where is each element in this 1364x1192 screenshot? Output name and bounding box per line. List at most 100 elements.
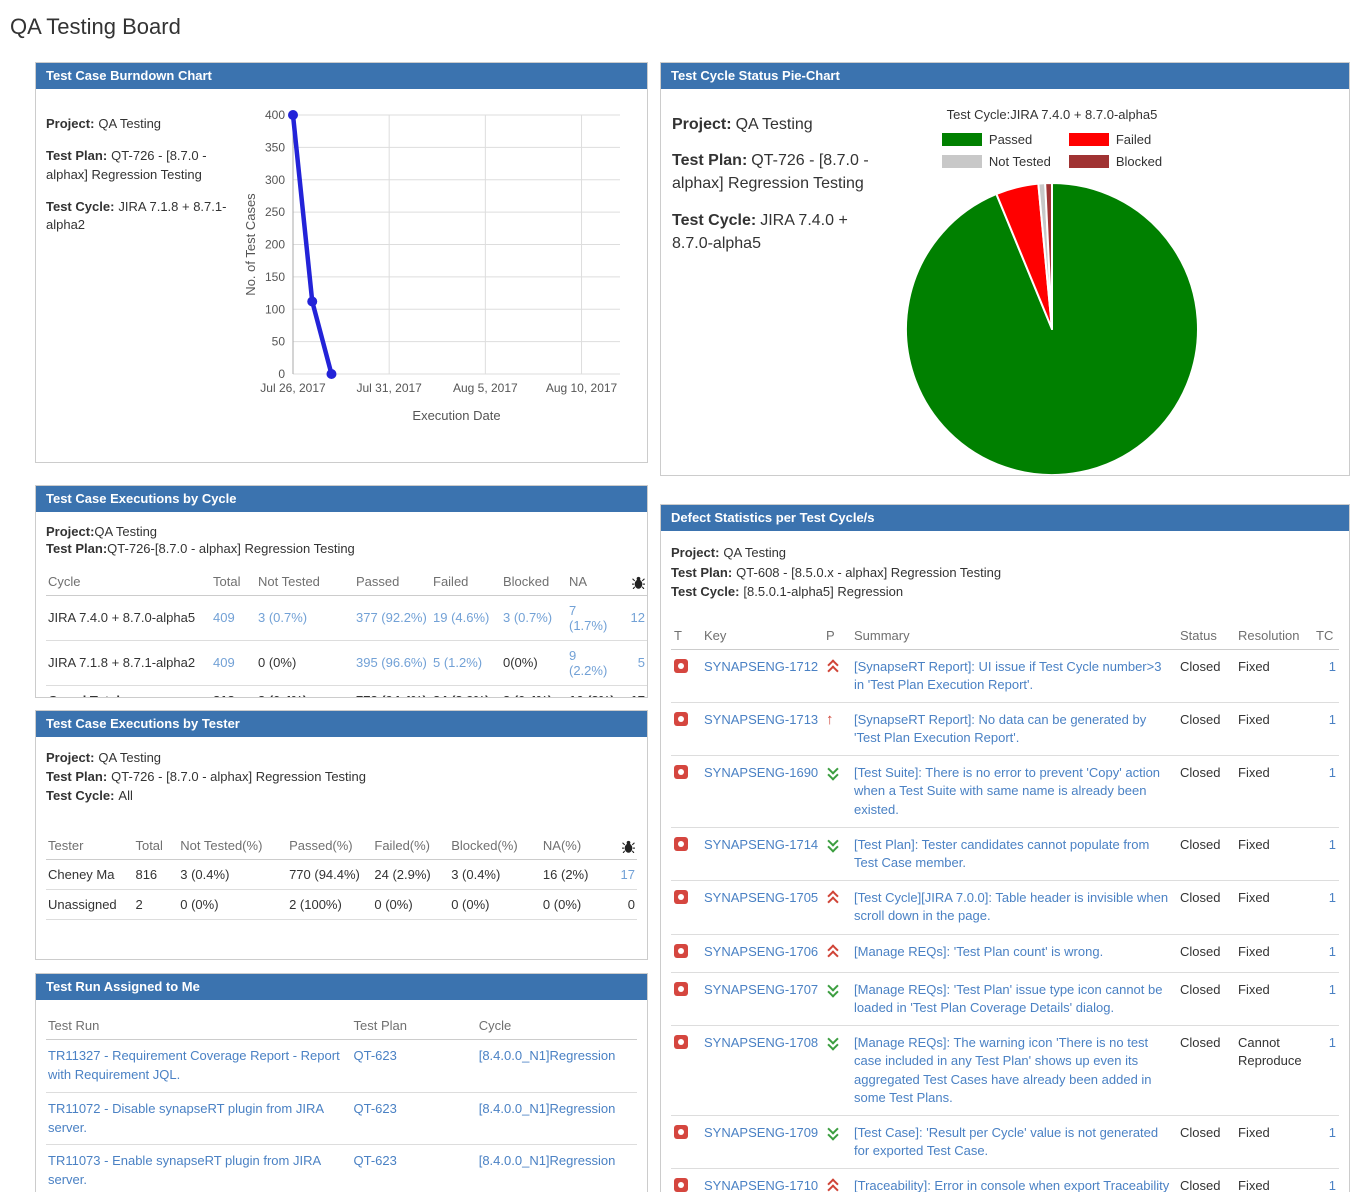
defect-status: Closed — [1177, 755, 1235, 828]
col-blocked: Blocked(%) — [449, 831, 541, 860]
defect-key-link[interactable]: SYNAPSENG-1710 — [704, 1178, 819, 1192]
bug-type-icon — [674, 711, 688, 726]
bug-type-icon — [674, 1124, 688, 1139]
na-link[interactable]: 9 (2.2%) — [569, 647, 608, 678]
defect-tc-link[interactable]: 1 — [1328, 890, 1336, 906]
defect-summary-link[interactable]: [Test Plan]: Tester candidates cannot po… — [854, 836, 1150, 870]
passed-link[interactable]: 395 (96.6%) — [356, 655, 427, 671]
test-plan-value: QT-726 - [8.7.0 - alphax] Regression Tes… — [111, 768, 367, 784]
defect-key-link[interactable]: SYNAPSENG-1690 — [704, 765, 819, 781]
col-na: NA — [567, 567, 617, 596]
defect-summary-link[interactable]: [Manage REQs]: 'Test Plan' issue type ic… — [854, 981, 1163, 1015]
col-na: NA(%) — [540, 831, 608, 860]
defect-count-value: 17 — [617, 685, 647, 697]
col-tc: TC — [1313, 621, 1339, 650]
col-failed: Failed(%) — [372, 831, 450, 860]
executions-by-cycle-panel: Test Case Executions by Cycle Project:QA… — [35, 485, 648, 698]
grand-total-label: Grand Total — [46, 685, 211, 697]
defect-summary-link[interactable]: [SynapseRT Report]: UI issue if Test Cyc… — [854, 658, 1162, 692]
total-link[interactable]: 409 — [213, 610, 235, 626]
grand-total-row: Grand Total 818 3 (0.4%) 772 (94.4%) 24 … — [46, 685, 647, 697]
defect-key-link[interactable]: SYNAPSENG-1712 — [704, 658, 819, 674]
defect-summary-link[interactable]: [Manage REQs]: The warning icon 'There i… — [854, 1035, 1152, 1105]
defect-key-link[interactable]: SYNAPSENG-1706 — [704, 943, 819, 959]
total-link[interactable]: 409 — [213, 655, 235, 671]
not-tested-value: 0 (0%) — [256, 640, 354, 686]
defect-summary-link[interactable]: [Test Case]: 'Result per Cycle' value is… — [854, 1124, 1159, 1159]
col-summary: Summary — [851, 621, 1177, 650]
defect-count-link[interactable]: 5 — [637, 655, 645, 671]
col-type: T — [671, 621, 701, 650]
test-run-row: TR11073 - Enable synapseRT plugin from J… — [46, 1144, 637, 1192]
test-run-link[interactable]: TR11327 - Requirement Coverage Report - … — [48, 1048, 340, 1082]
test-plan-link[interactable]: QT-623 — [353, 1100, 397, 1116]
cycle-link[interactable]: [8.4.0.0_N1]Regression — [478, 1100, 616, 1116]
defect-count-link[interactable]: 17 — [620, 866, 635, 882]
defect-key-link[interactable]: SYNAPSENG-1713 — [704, 711, 819, 727]
cycle-link[interactable]: [8.4.0.0_N1]Regression — [478, 1048, 616, 1063]
defect-tc-link[interactable]: 1 — [1328, 943, 1336, 959]
cycle-name: JIRA 7.1.8 + 8.7.1-alpha2 — [46, 640, 211, 686]
project-value: QA Testing — [98, 750, 162, 765]
defect-row: SYNAPSENG-1714 [Test Plan]: Tester candi… — [671, 827, 1339, 882]
defect-tc-link[interactable]: 1 — [1328, 981, 1336, 997]
defect-tc-link[interactable]: 1 — [1328, 1035, 1336, 1051]
test-plan-value: QT-726 - [8.7.0 - alphax] Regression Tes… — [672, 152, 869, 193]
legend-label: Not Tested — [988, 154, 1051, 169]
test-run-row: TR11327 - Requirement Coverage Report - … — [46, 1039, 637, 1093]
defect-resolution: Fixed — [1235, 649, 1313, 703]
test-plan-link[interactable]: QT-623 — [353, 1153, 397, 1169]
not-tested-value: 3 (0.4%) — [178, 859, 288, 890]
defect-key-link[interactable]: SYNAPSENG-1707 — [704, 981, 819, 997]
defect-key-link[interactable]: SYNAPSENG-1705 — [704, 890, 819, 906]
svg-text:350: 350 — [265, 140, 285, 154]
project-label: Project: — [671, 545, 720, 560]
executions-by-tester-title: Test Case Executions by Tester — [36, 711, 647, 737]
na-link[interactable]: 7 (1.7%) — [569, 602, 608, 633]
defect-summary-link[interactable]: [SynapseRT Report]: No data can be gener… — [854, 711, 1147, 746]
defect-summary-link[interactable]: [Test Cycle][JIRA 7.0.0]: Table header i… — [854, 890, 1169, 924]
legend-item-passed: Passed — [941, 132, 1051, 147]
priority-icon — [826, 889, 839, 905]
defect-tc-link[interactable]: 1 — [1328, 836, 1336, 852]
defect-summary-link[interactable]: [Test Suite]: There is no error to preve… — [854, 765, 1161, 817]
test-plan-link[interactable]: QT-623 — [353, 1048, 397, 1063]
table-row: JIRA 7.4.0 + 8.7.0-alpha5 409 3 (0.7%) 3… — [46, 595, 647, 641]
defect-tc-link[interactable]: 1 — [1328, 658, 1336, 674]
defect-row: SYNAPSENG-1708 [Manage REQs]: The warnin… — [671, 1025, 1339, 1116]
test-runs-table: Test Run Test Plan Cycle TR11327 - Requi… — [46, 1012, 637, 1192]
burndown-panel: Test Case Burndown Chart Project: QA Test… — [35, 62, 648, 463]
pie-chart-panel: Test Cycle Status Pie-Chart Project: QA T… — [660, 62, 1350, 476]
passed-swatch — [941, 133, 982, 146]
defect-resolution: Fixed — [1235, 755, 1313, 828]
defect-key-link[interactable]: SYNAPSENG-1709 — [704, 1124, 819, 1140]
defect-count-link[interactable]: 12 — [630, 610, 645, 626]
defect-tc-link[interactable]: 1 — [1328, 1178, 1336, 1192]
pie-chart-title: Test Cycle:JIRA 7.4.0 + 8.7.0-alpha5 — [946, 107, 1158, 122]
not-tested-link[interactable]: 3 (0.7%) — [258, 610, 308, 626]
blocked-link[interactable]: 3 (0.7%) — [503, 610, 553, 626]
tester-name: Unassigned — [46, 889, 134, 920]
passed-link[interactable]: 377 (92.2%) — [356, 610, 427, 626]
test-cycle-value: JIRA 7.4.0 + 8.7.0-alpha5 — [672, 211, 848, 252]
defect-summary-link[interactable]: [Manage REQs]: 'Test Plan count' is wron… — [854, 943, 1104, 959]
priority-icon — [826, 658, 839, 674]
test-cycle-value: JIRA 7.1.8 + 8.7.1-alpha2 — [46, 198, 227, 233]
test-run-link[interactable]: TR11073 - Enable synapseRT plugin from J… — [48, 1153, 321, 1188]
defect-tc-link[interactable]: 1 — [1328, 1124, 1336, 1140]
defect-tc-link[interactable]: 1 — [1328, 711, 1336, 727]
defect-key-link[interactable]: SYNAPSENG-1714 — [704, 836, 819, 852]
defect-key-link[interactable]: SYNAPSENG-1708 — [704, 1035, 819, 1051]
svg-text:Execution Date: Execution Date — [412, 408, 500, 423]
burndown-meta: Project: QA Testing Test Plan: QT-726 - [8… — [46, 101, 241, 437]
cycle-link[interactable]: [8.4.0.0_N1]Regression — [478, 1153, 616, 1169]
col-blocked: Blocked — [501, 567, 567, 596]
test-cycle-value: All — [118, 787, 133, 803]
legend-item-not-tested: Not Tested — [941, 154, 1051, 169]
failed-link[interactable]: 5 (1.2%) — [433, 655, 483, 671]
defect-tc-link[interactable]: 1 — [1328, 765, 1336, 781]
test-run-link[interactable]: TR11072 - Disable synapseRT plugin from … — [48, 1100, 324, 1135]
test-plan-label: Test Plan: — [672, 152, 748, 170]
defect-summary-link[interactable]: [Traceability]: Error in console when ex… — [854, 1178, 1170, 1192]
failed-link[interactable]: 19 (4.6%) — [433, 610, 490, 626]
